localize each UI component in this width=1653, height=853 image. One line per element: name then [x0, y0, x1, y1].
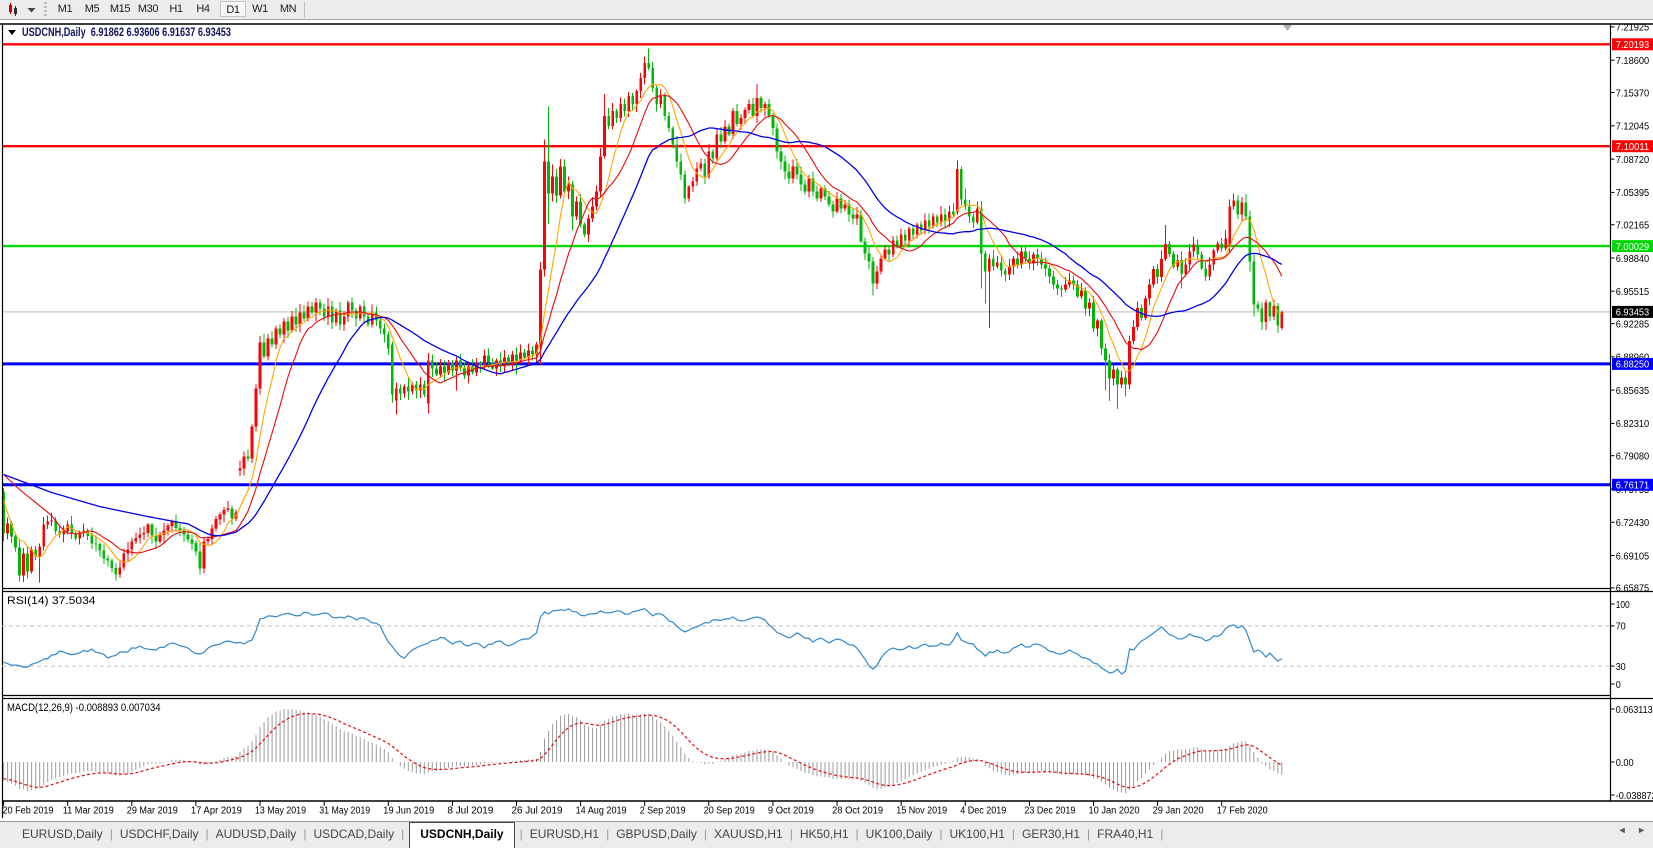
svg-text:28 Oct 2019: 28 Oct 2019 [832, 806, 883, 817]
svg-text:0: 0 [1616, 679, 1621, 691]
svg-text:6.95515: 6.95515 [1616, 286, 1650, 298]
svg-text:31 May 2019: 31 May 2019 [319, 806, 370, 817]
svg-text:15 Nov 2019: 15 Nov 2019 [896, 806, 947, 817]
svg-text:6.98840: 6.98840 [1616, 253, 1650, 265]
svg-text:8 Jul 2019: 8 Jul 2019 [447, 806, 493, 817]
svg-text:19 Jun 2019: 19 Jun 2019 [383, 806, 434, 817]
svg-text:70: 70 [1616, 621, 1626, 633]
svg-text:7.00029: 7.00029 [1616, 241, 1650, 253]
svg-text:9 Oct 2019: 9 Oct 2019 [768, 806, 814, 817]
svg-text:6.85635: 6.85635 [1616, 385, 1650, 397]
svg-text:6.72430: 6.72430 [1616, 517, 1650, 529]
svg-text:6.76171: 6.76171 [1616, 480, 1650, 492]
svg-text:4 Dec 2019: 4 Dec 2019 [960, 806, 1006, 817]
svg-text:MACD(12,26,9) -0.008893 0.0070: MACD(12,26,9) -0.008893 0.007034 [7, 702, 161, 714]
svg-text:6.69105: 6.69105 [1616, 550, 1650, 562]
svg-text:26 Jul 2019: 26 Jul 2019 [512, 806, 563, 817]
svg-text:29 Jan 2020: 29 Jan 2020 [1153, 806, 1204, 817]
svg-text:7.10011: 7.10011 [1616, 141, 1650, 153]
svg-text:11 Mar 2019: 11 Mar 2019 [63, 806, 114, 817]
svg-text:0.063113: 0.063113 [1616, 704, 1653, 716]
svg-text:2 Sep 2019: 2 Sep 2019 [640, 806, 686, 817]
svg-text:20 Feb 2019: 20 Feb 2019 [3, 806, 54, 817]
svg-text:7.21925: 7.21925 [1616, 22, 1650, 34]
svg-text:7.15370: 7.15370 [1616, 87, 1650, 99]
svg-text:6.79080: 6.79080 [1616, 451, 1650, 463]
svg-text:USDCNH,Daily 6.91862 6.93606: USDCNH,Daily 6.91862 6.93606 6.91637 6.9… [22, 25, 231, 39]
svg-text:30: 30 [1616, 661, 1626, 673]
svg-text:7.12045: 7.12045 [1616, 121, 1650, 133]
svg-text:0.00: 0.00 [1616, 757, 1634, 769]
svg-text:-0.038872: -0.038872 [1616, 790, 1653, 802]
svg-text:RSI(14) 37.5034: RSI(14) 37.5034 [7, 595, 96, 607]
svg-text:6.65875: 6.65875 [1616, 583, 1650, 595]
svg-text:10 Jan 2020: 10 Jan 2020 [1089, 806, 1140, 817]
svg-text:23 Dec 2019: 23 Dec 2019 [1024, 806, 1075, 817]
svg-text:100: 100 [1616, 599, 1630, 611]
svg-text:6.88250: 6.88250 [1616, 359, 1650, 371]
svg-text:7.05395: 7.05395 [1616, 187, 1650, 199]
svg-text:14 Aug 2019: 14 Aug 2019 [576, 806, 627, 817]
svg-text:13 May 2019: 13 May 2019 [255, 806, 306, 817]
svg-text:20 Sep 2019: 20 Sep 2019 [704, 806, 755, 817]
svg-text:7.20193: 7.20193 [1616, 39, 1650, 51]
svg-text:17 Feb 2020: 17 Feb 2020 [1217, 806, 1268, 817]
svg-text:7.02165: 7.02165 [1616, 220, 1650, 232]
svg-text:6.82310: 6.82310 [1616, 418, 1650, 430]
svg-text:6.93453: 6.93453 [1616, 307, 1650, 319]
svg-text:7.18600: 7.18600 [1616, 55, 1650, 67]
svg-text:17 Apr 2019: 17 Apr 2019 [191, 806, 242, 817]
svg-text:7.08720: 7.08720 [1616, 154, 1650, 166]
svg-text:6.92285: 6.92285 [1616, 318, 1650, 330]
svg-text:29 Mar 2019: 29 Mar 2019 [127, 806, 178, 817]
